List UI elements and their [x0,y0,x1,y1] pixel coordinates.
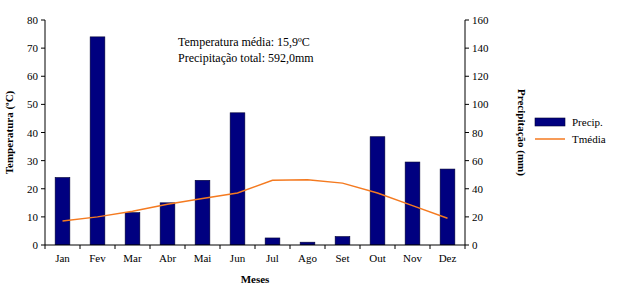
x-tick-label: Fev [89,252,106,264]
x-tick [255,245,256,249]
chart-svg: 0 10 20 30 40 50 60 70 80 0 20 40 60 80 100 120 140 160 Ja… [0,0,619,291]
annotation: Precipitação total: 592,0mm [178,51,314,65]
bar [55,178,70,246]
y2-axis-label: Precipitação (mm) [515,89,528,176]
y2-tick [465,104,469,105]
x-axis-label: Meses [241,273,270,285]
bar [265,238,280,245]
y2-tick-label: 80 [472,127,484,139]
plot-area [55,37,455,245]
y-tick [41,76,45,77]
x-tick-label: Mai [194,252,212,264]
y-tick-label: 40 [27,127,39,139]
x-tick [325,245,326,249]
x-tick-label: Out [369,252,386,264]
x-tick [430,245,431,249]
legend-swatch [535,118,565,126]
bar [160,203,175,245]
y-tick [41,188,45,189]
y-tick [41,132,45,133]
x-tick [115,245,116,249]
x-tick [360,245,361,249]
x-tick-label: Jun [230,252,246,264]
y2-tick-label: 0 [472,239,478,251]
y2-tick [465,20,469,21]
x-tick-label: Nov [403,252,422,264]
x-tick-label: Abr [159,252,176,264]
x-tick-label: Jan [55,252,70,264]
x-tick [45,245,46,249]
y2-tick-label: 20 [472,211,484,223]
x-tick [395,245,396,249]
x-tick-label: Dez [439,252,457,264]
y-tick-label: 20 [27,183,39,195]
y2-tick [465,188,469,189]
y-axis-label: Temperatura (ºC) [3,90,16,174]
y2-tick [465,48,469,49]
y2-tick [465,216,469,217]
line [63,180,448,221]
y2-tick-label: 160 [472,14,489,26]
y-tick-label: 50 [27,98,39,110]
y-tick-label: 10 [27,211,39,223]
y-tick [41,160,45,161]
legend-label: Precip. [572,116,603,128]
bar [125,213,140,245]
y2-tick-label: 40 [472,183,484,195]
x-tick-label: Mar [123,252,142,264]
x-tick [220,245,221,249]
y2-tick [465,132,469,133]
x-tick [465,245,466,249]
bar [440,169,455,245]
y-tick [41,48,45,49]
y-tick-label: 60 [27,70,39,82]
bar [90,37,105,245]
bar [195,180,210,245]
y-tick-label: 80 [27,14,39,26]
y2-tick [465,76,469,77]
chart: 0 10 20 30 40 50 60 70 80 0 20 40 60 80 100 120 140 160 Ja… [0,0,619,291]
annotation: Temperatura média: 15,9ºC [178,35,310,49]
y2-tick-label: 60 [472,155,484,167]
y-tick [41,20,45,21]
x-tick-label: Ago [298,252,317,264]
x-tick [185,245,186,249]
y-tick [41,216,45,217]
legend-swatch [535,138,565,140]
y-tick [41,245,45,246]
bar [230,113,245,245]
x-tick [80,245,81,249]
y2-tick-label: 100 [472,98,489,110]
y2-tick [465,160,469,161]
x-tick [290,245,291,249]
y2-tick-label: 140 [472,42,489,54]
y-tick [41,104,45,105]
bar [335,237,350,245]
x-tick-label: Set [335,252,349,264]
y-tick-label: 70 [27,42,39,54]
y-tick-label: 0 [33,239,39,251]
legend-label: Tmédia [572,133,606,145]
y-tick-label: 30 [27,155,39,167]
x-tick-label: Jul [266,252,279,264]
y2-tick [465,245,469,246]
x-tick [150,245,151,249]
y2-tick-label: 120 [472,70,489,82]
